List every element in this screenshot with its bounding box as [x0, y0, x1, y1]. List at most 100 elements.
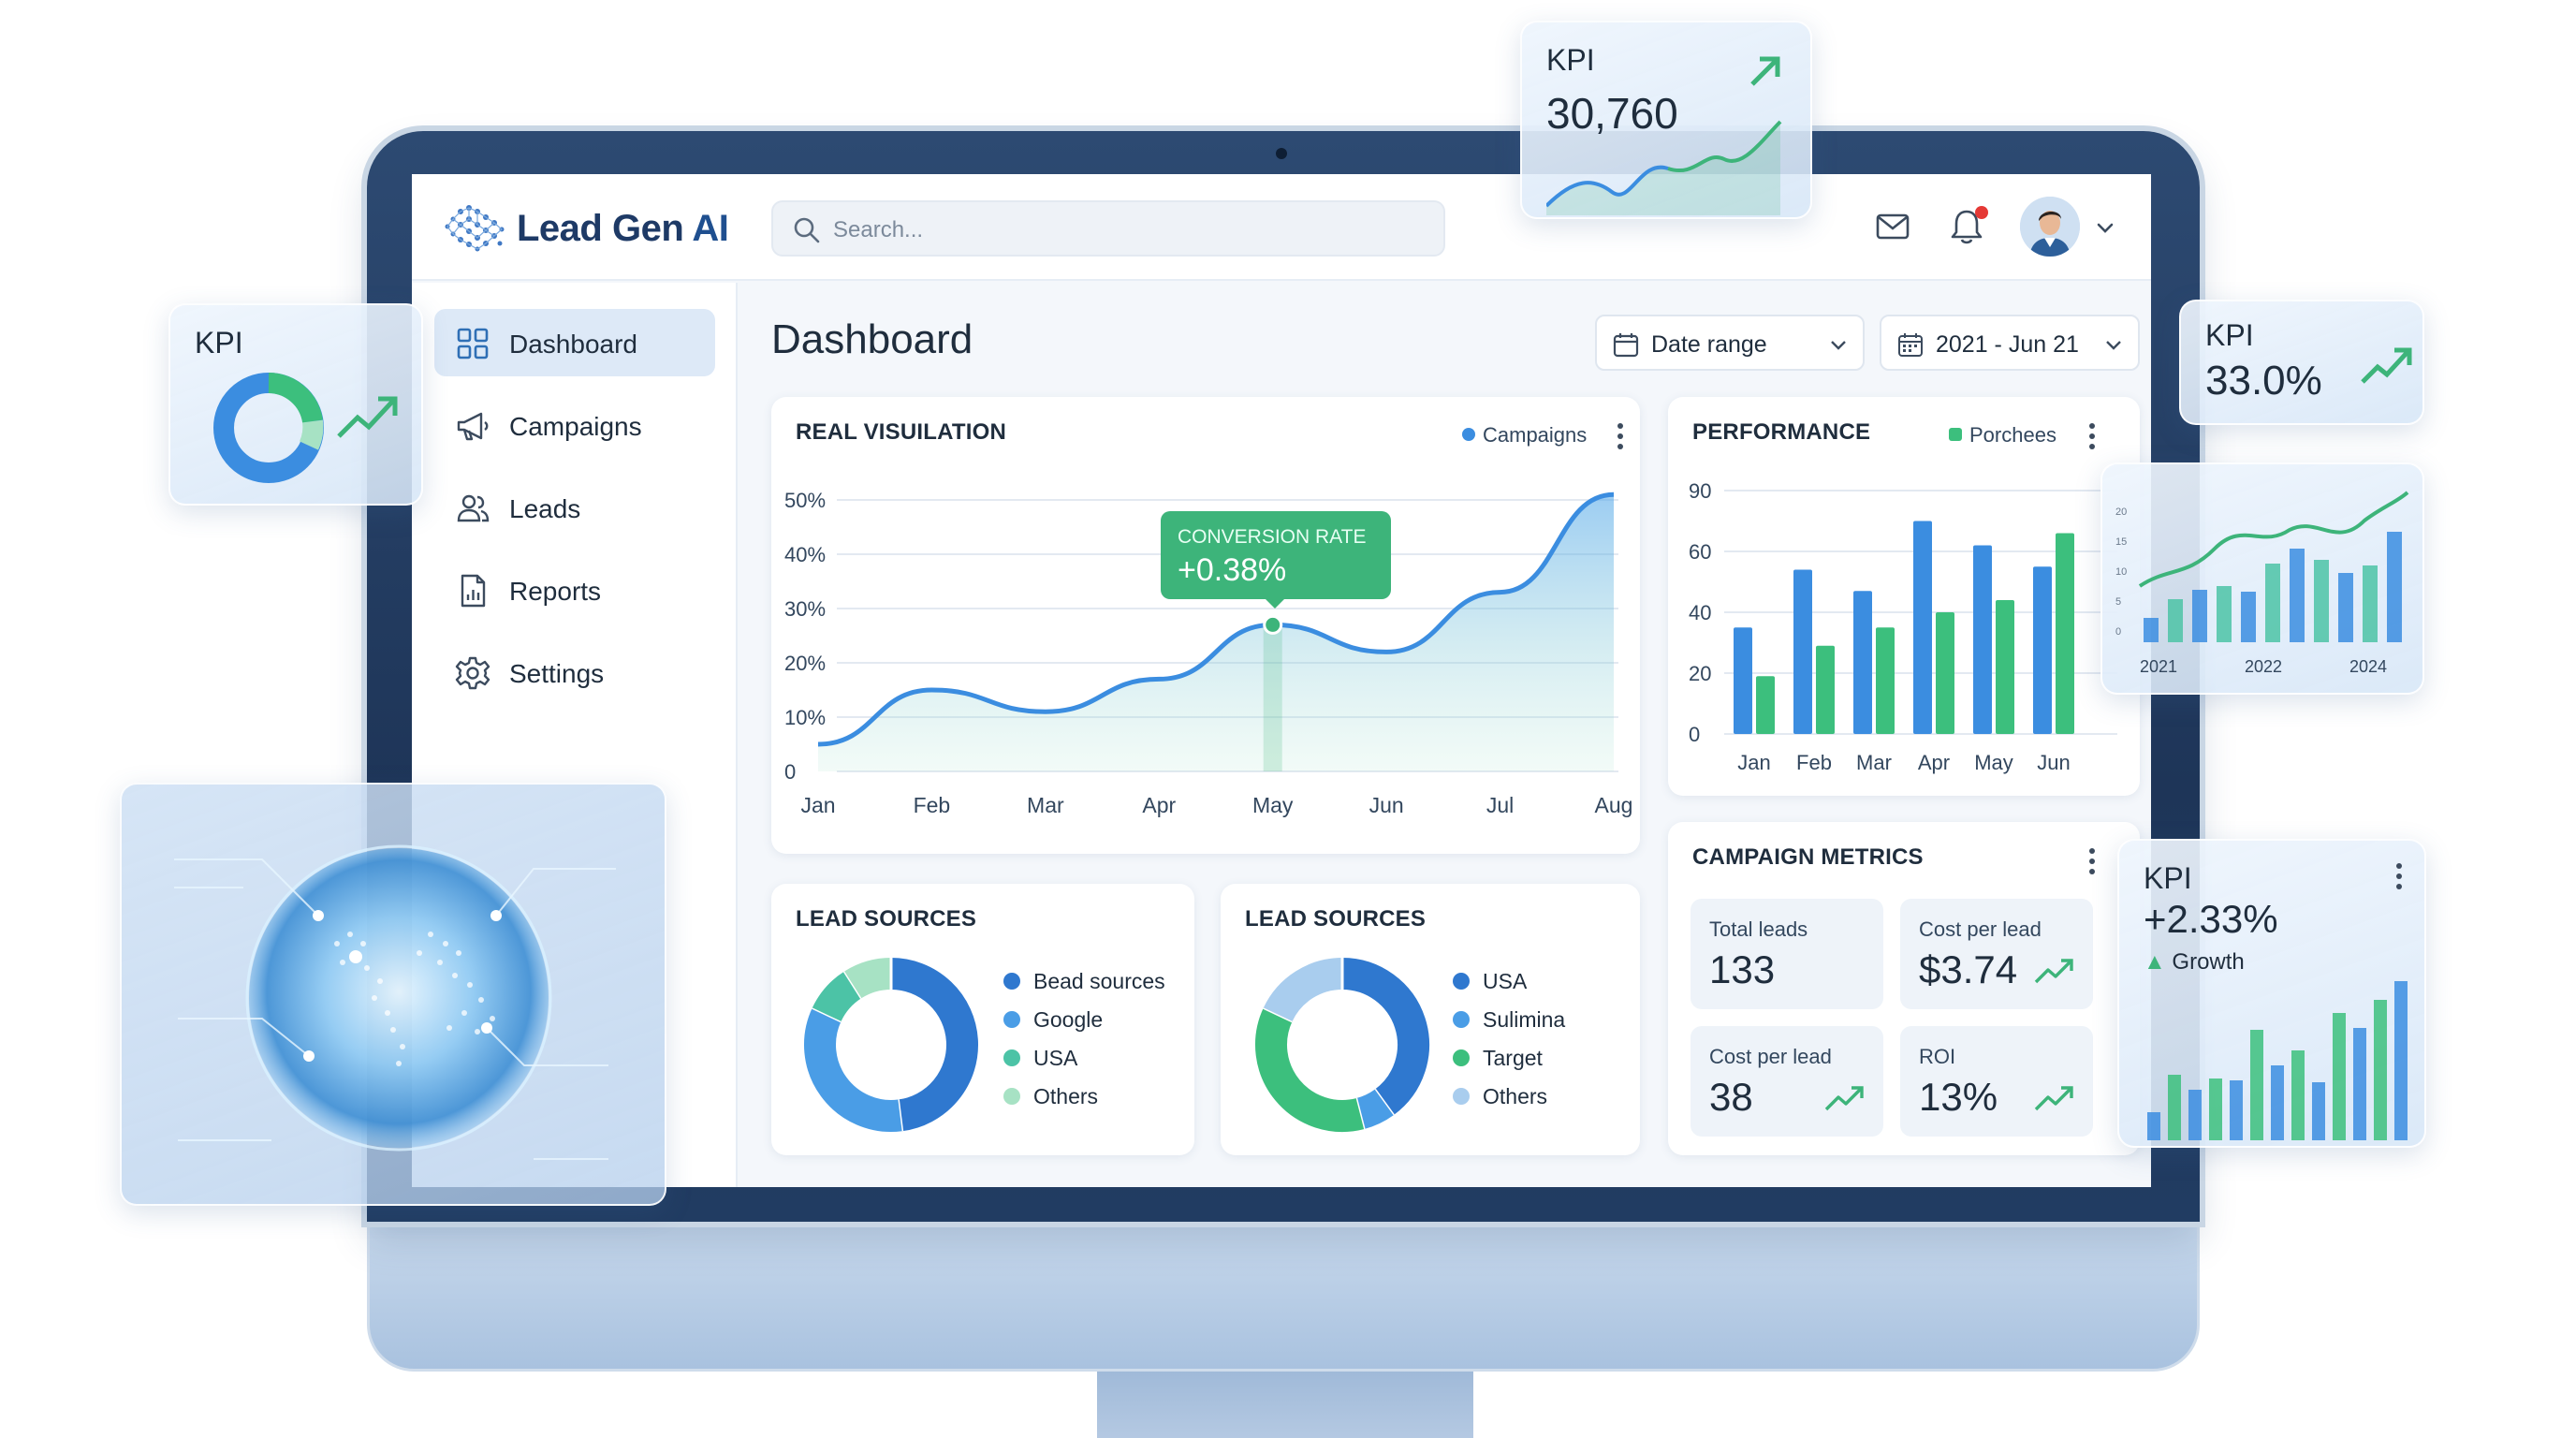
mini-bar — [2217, 586, 2232, 642]
sidebar-item-leads[interactable]: Leads — [434, 474, 715, 541]
avatar[interactable] — [2020, 197, 2080, 257]
search-box[interactable] — [771, 200, 1445, 257]
real-visualization-card: REAL VISUILATION Campaigns 50% 40% 30% 20% 1… — [771, 397, 1640, 854]
sidebar-item-dashboard[interactable]: Dashboard — [434, 309, 715, 376]
mini-bar — [2265, 564, 2280, 642]
tooltip-pointer — [1264, 597, 1286, 609]
metric-value: 13% — [1919, 1075, 1998, 1119]
sidebar-item-reports[interactable]: Reports — [434, 556, 715, 624]
sidebar-item-settings[interactable]: Settings — [434, 638, 715, 706]
sidebar-item-label: Reports — [509, 577, 602, 606]
y-tick-label: 10% — [784, 706, 826, 729]
kpi-growth-bars — [2147, 981, 2408, 1140]
donut-slice-sulimina — [1354, 1089, 1394, 1130]
metric-cost-per-lead: Cost per lead $3.74 — [1900, 899, 2093, 1009]
bar-porchees — [1996, 600, 2014, 734]
mini-bar — [2363, 565, 2378, 642]
slice-separator — [1373, 1088, 1395, 1117]
bar-series-1 — [1913, 521, 1932, 734]
chart-legend: Campaigns — [1462, 423, 1587, 448]
more-options-icon[interactable] — [2087, 421, 2097, 451]
metric-roi: ROI 13% — [1900, 1026, 2093, 1137]
more-options-icon[interactable] — [2087, 846, 2097, 876]
trend-up-icon — [1824, 1086, 1864, 1111]
x-tick-label: May — [1974, 751, 2013, 774]
mini-chart-card: 20 15 10 5 0 2021 2022 2024 — [2100, 462, 2424, 695]
sidebar-item-campaigns[interactable]: Campaigns — [434, 391, 715, 459]
legend-label: USA — [1483, 969, 1528, 993]
sidebar-item-label: Campaigns — [509, 412, 642, 441]
growth-bar — [2353, 1028, 2366, 1140]
legend-label: Target — [1483, 1046, 1543, 1070]
donut-slice-usa — [1341, 958, 1429, 1116]
bar-series-1 — [1853, 591, 1872, 734]
growth-bar — [2250, 1030, 2263, 1140]
legend-item: Target — [1453, 1039, 1565, 1078]
area-fill — [818, 494, 1614, 771]
x-tick-label: Mar — [1027, 793, 1064, 817]
legend-swatch — [1453, 1049, 1470, 1066]
logo-brain-icon — [445, 205, 505, 252]
monitor-stand — [1097, 1369, 1473, 1438]
chevron-down-icon — [2106, 341, 2121, 350]
report-icon — [461, 574, 486, 608]
date-range-label: Date range — [1651, 331, 1767, 358]
bell-icon[interactable] — [1947, 206, 1986, 247]
growth-bar — [2374, 1000, 2387, 1140]
chevron-down-icon[interactable] — [2093, 215, 2117, 240]
trend-up-icon — [337, 396, 398, 438]
metric-label: Cost per lead — [1919, 917, 2042, 941]
annotation-band — [1263, 624, 1282, 771]
y-tick-label: 0 — [2115, 626, 2121, 638]
more-options-icon[interactable] — [2394, 861, 2404, 891]
y-tick-label: 20 — [2115, 506, 2127, 518]
mini-bar — [2314, 560, 2329, 642]
card-title: REAL VISUILATION — [796, 419, 1006, 445]
x-tick-label: Apr — [1142, 793, 1176, 817]
metric-value: 38 — [1709, 1075, 1753, 1119]
bar-series-1 — [1793, 569, 1812, 734]
date-range-dropdown[interactable]: Date range — [1595, 315, 1865, 371]
calendar-icon — [1613, 333, 1639, 358]
y-tick-label: 90 — [1689, 479, 1711, 503]
search-input[interactable] — [833, 212, 1413, 249]
legend-swatch — [1453, 972, 1470, 990]
slice-separator — [812, 1006, 842, 1023]
y-tick-label: 5 — [2115, 596, 2121, 608]
kpi-card-top: KPI 30,760 — [1520, 21, 1812, 219]
y-tick-label: 60 — [1689, 540, 1711, 564]
legend-swatch — [1003, 1049, 1020, 1066]
conversion-tooltip: CONVERSION RATE +0.38% — [1161, 511, 1391, 609]
metric-value: 133 — [1709, 947, 1776, 991]
y-tick-label: 0 — [1689, 723, 1700, 746]
search-icon — [794, 217, 820, 243]
growth-bar — [2168, 1075, 2181, 1140]
performance-card: PERFORMANCE Porchees 90 60 40 20 0 Jan Feb Mar A… — [1668, 397, 2140, 796]
kpi-growth-card: KPI +2.33% ▲ Growth — [2117, 839, 2426, 1148]
kpi-card-right: KPI 33.0% — [2179, 300, 2424, 425]
metric-label: Total leads — [1709, 917, 1808, 941]
annotation-point — [1263, 614, 1283, 635]
growth-bar — [2209, 1078, 2222, 1140]
triangle-up-icon: ▲ — [2144, 949, 2173, 975]
trend-up-icon — [2034, 959, 2073, 984]
bar-series-1 — [1734, 627, 1752, 734]
metric-value: $3.74 — [1919, 947, 2018, 991]
globe-panel — [120, 783, 666, 1206]
more-options-icon[interactable] — [1616, 421, 1625, 451]
y-tick-label: 15 — [2115, 536, 2127, 548]
notification-dot — [1975, 206, 1988, 219]
date-value-dropdown[interactable]: 2021 - Jun 21 — [1880, 315, 2140, 371]
mail-icon[interactable] — [1874, 208, 1911, 245]
donut-slice-google — [804, 1007, 902, 1132]
donut-slice-target — [1255, 1007, 1365, 1132]
trend-up-icon — [2361, 347, 2412, 384]
lead-sources-donut-2 — [1255, 958, 1429, 1132]
kpi-growth-text: Growth — [2172, 949, 2245, 975]
mini-chart: 20 15 10 5 0 2021 2022 2024 — [2115, 491, 2409, 676]
sidebar-item-label: Leads — [509, 494, 581, 523]
kpi-title: KPI — [2205, 318, 2254, 352]
legend-label: Others — [1483, 1084, 1548, 1108]
metric-total-leads: Total leads 133 — [1690, 899, 1883, 1009]
